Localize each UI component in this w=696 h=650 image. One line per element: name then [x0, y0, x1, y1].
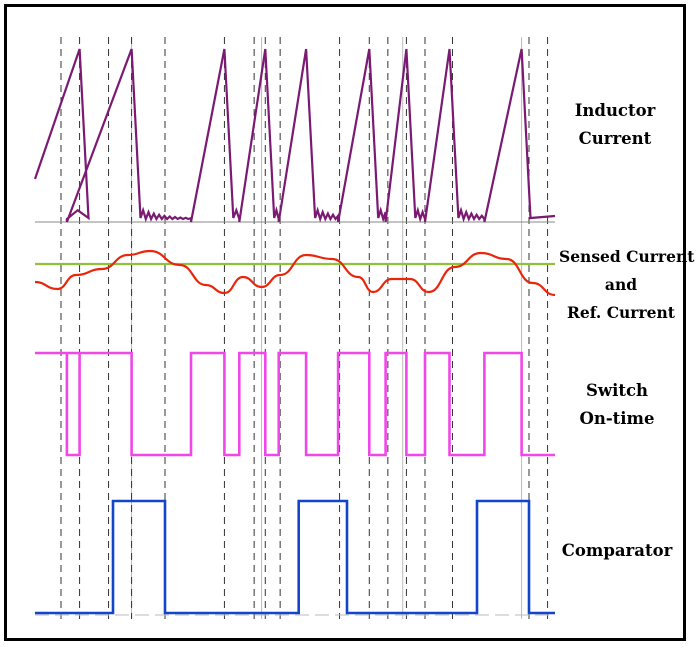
grid-lines: [35, 37, 555, 619]
diagram-frame: Inductor Current Sensed Current and Ref.…: [4, 4, 695, 641]
inductor-current-trace: [33, 48, 556, 223]
label-line: Comparator: [561, 541, 673, 560]
sensed-current-trace: [34, 249, 556, 297]
label-line: Current: [578, 129, 652, 148]
label-line: Switch: [585, 381, 649, 400]
sensed-ref-current-label: Sensed Current and Ref. Current: [559, 243, 695, 327]
waveform-traces: [33, 48, 556, 615]
comparator-label: Comparator: [555, 537, 679, 565]
label-line: Inductor: [574, 101, 656, 120]
switch-on-time-trace: [35, 351, 555, 457]
comparator-trace: [35, 499, 555, 615]
label-line: Ref. Current: [567, 303, 675, 322]
inductor-current-label: Inductor Current: [555, 97, 675, 153]
label-line: On-time: [579, 409, 655, 428]
timing-diagram: [33, 37, 556, 619]
label-line: and: [604, 275, 638, 294]
label-line: Sensed Current: [559, 247, 695, 266]
switch-on-time-label: Switch On-time: [555, 377, 679, 433]
